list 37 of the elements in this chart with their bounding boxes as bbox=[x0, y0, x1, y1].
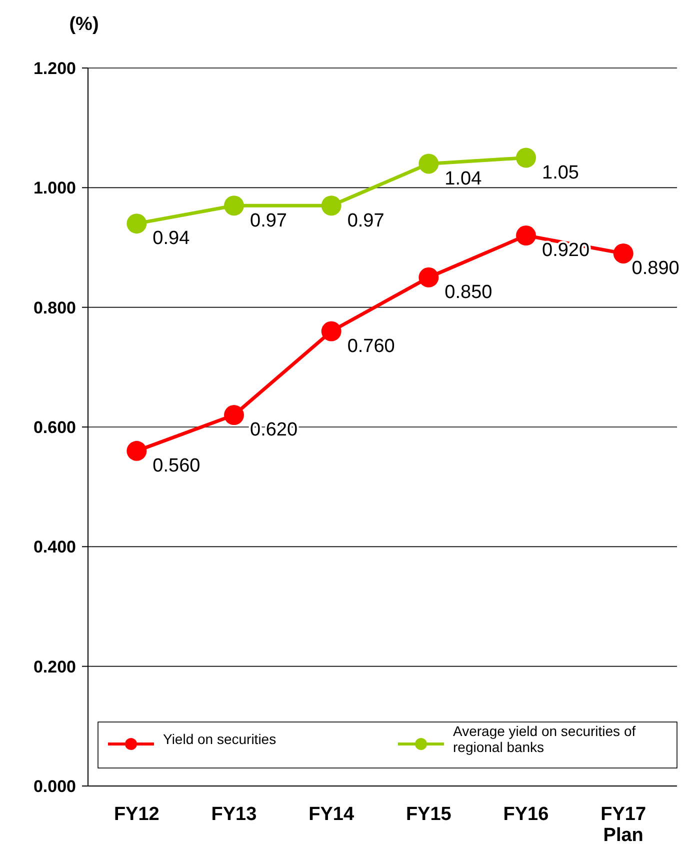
y-tick-label: 0.400 bbox=[33, 538, 76, 557]
legend-label: Yield on securities bbox=[163, 731, 276, 747]
point bbox=[613, 243, 634, 264]
data-label: 0.760 bbox=[347, 336, 395, 357]
x-tick-label: FY16 bbox=[503, 804, 549, 825]
y-tick-label: 0.000 bbox=[33, 776, 76, 796]
x-tick-label: FY14 bbox=[308, 804, 354, 825]
data-label: 1.04 bbox=[444, 168, 482, 190]
data-label: 0.97 bbox=[250, 210, 287, 232]
legend-label: Average yield on securities of regional banks bbox=[453, 723, 636, 755]
point bbox=[321, 196, 342, 216]
point bbox=[418, 154, 439, 174]
point bbox=[321, 321, 342, 342]
y-tick-label: 1.000 bbox=[33, 178, 76, 198]
data-label: 0.920 bbox=[542, 240, 590, 262]
y-tick-label: 1.200 bbox=[33, 58, 76, 78]
y-tick-label: 0.200 bbox=[33, 657, 76, 676]
x-tick-label: FY12 bbox=[114, 804, 160, 825]
data-label: 0.850 bbox=[444, 282, 492, 304]
y-tick-label: 0.800 bbox=[33, 298, 76, 318]
data-label: 1.05 bbox=[542, 162, 579, 184]
x-tick-label: FY13 bbox=[211, 804, 257, 825]
x-tick-label: FY15 bbox=[406, 804, 452, 825]
point bbox=[126, 214, 147, 234]
data-label: 0.560 bbox=[152, 456, 200, 477]
y-axis-title: (%) bbox=[69, 14, 99, 35]
point bbox=[224, 196, 244, 216]
data-label: 0.890 bbox=[632, 258, 680, 280]
data-label: 0.94 bbox=[152, 228, 190, 250]
point bbox=[516, 148, 536, 168]
point bbox=[418, 267, 439, 288]
point bbox=[126, 440, 147, 461]
data-label: 0.97 bbox=[347, 210, 384, 232]
point bbox=[224, 405, 244, 426]
x-tick-label: FY17 Plan bbox=[600, 804, 646, 844]
y-tick-label: 0.600 bbox=[33, 418, 76, 437]
point bbox=[516, 226, 536, 246]
